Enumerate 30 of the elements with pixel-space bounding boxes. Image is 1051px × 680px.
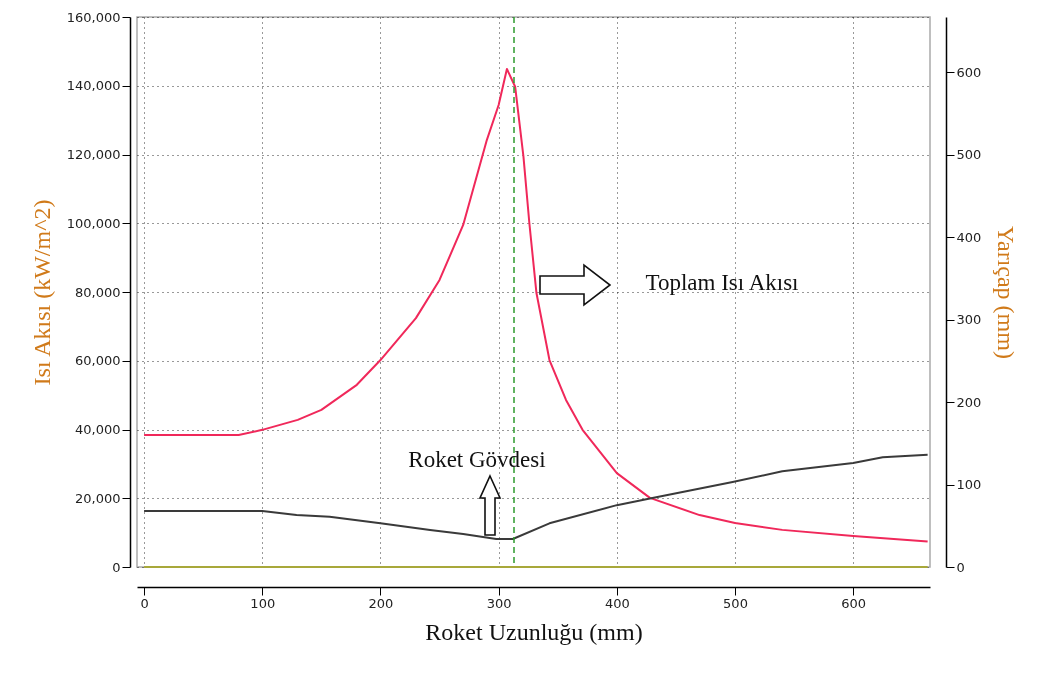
y-tick-label: 20,000 (75, 490, 121, 506)
y2-tick-label: 300 (956, 312, 982, 328)
x-tick-label: 100 (250, 595, 276, 611)
x-tick-label: 300 (486, 595, 512, 611)
y-tick-label: 140,000 (66, 78, 121, 94)
annotation: Roket Gövdesi (408, 447, 546, 473)
y-tick-label: 100,000 (66, 215, 121, 231)
x-tick-label: 0 (140, 595, 149, 611)
y-axis-title: Isı Akısı (kW/m^2) (28, 199, 55, 386)
y2-tick-label: 400 (956, 229, 982, 245)
y2-tick-label: 100 (956, 477, 982, 493)
y2-tick-label: 600 (956, 64, 982, 80)
y-tick-label: 80,000 (75, 284, 121, 300)
line-series (143, 453, 929, 540)
y2-tick-label: 200 (956, 394, 982, 410)
y-tick-label: 120,000 (66, 147, 121, 162)
x-tick-label: 200 (368, 595, 394, 611)
line-series (143, 67, 929, 543)
x-tick-label: 400 (604, 595, 630, 611)
y-tick-label: 40,000 (75, 422, 121, 437)
y2-axis-title: Yarıçap (mm) (993, 226, 1020, 359)
y2-tick-label: 500 (956, 147, 982, 163)
y-tick-label: 60,000 (75, 353, 121, 369)
y-tick-label: 0 (112, 559, 121, 575)
x-tick-label: 500 (723, 595, 748, 611)
x-axis-title: Roket Uzunluğu (mm) (425, 618, 643, 645)
x-tick-label: 600 (841, 595, 867, 611)
y2-tick-label: 0 (956, 559, 965, 575)
annotation: Toplam Isı Akısı (645, 270, 799, 296)
y-tick-label: 160,000 (66, 9, 121, 25)
